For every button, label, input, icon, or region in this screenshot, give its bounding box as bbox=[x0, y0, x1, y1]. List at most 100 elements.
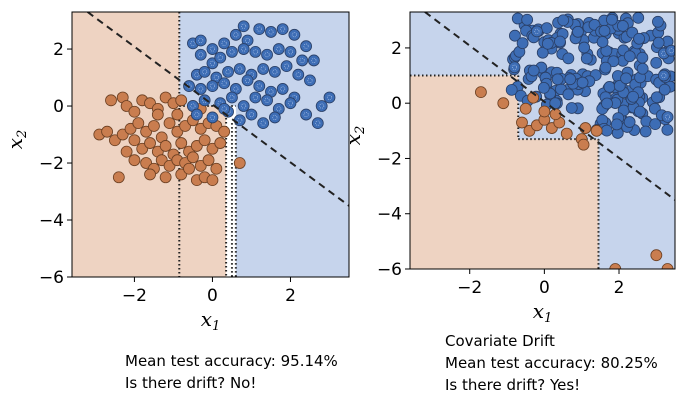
data-point-texture bbox=[190, 103, 196, 109]
data-point-class-1 bbox=[315, 100, 328, 112]
data-point-texture bbox=[299, 57, 305, 63]
data-point-texture bbox=[198, 52, 204, 58]
data-point-texture bbox=[217, 100, 223, 106]
x-tick-label: 2 bbox=[285, 286, 296, 306]
data-point-texture bbox=[221, 80, 227, 86]
decision-region-class-1 bbox=[410, 12, 675, 269]
data-point-class-0 bbox=[175, 94, 188, 107]
left-caption-accuracy: Mean test accuracy: 95.14% bbox=[125, 352, 338, 370]
data-point-class-1 bbox=[636, 51, 649, 64]
data-point-class-0 bbox=[214, 137, 227, 149]
data-point-class-1 bbox=[272, 43, 285, 55]
data-point-class-1 bbox=[226, 91, 238, 104]
data-point-class-1 bbox=[572, 25, 584, 38]
x-axis-label-subscript: 1 bbox=[544, 311, 552, 326]
data-point-texture bbox=[209, 60, 216, 66]
data-point-texture bbox=[221, 40, 227, 46]
data-point-texture bbox=[264, 97, 270, 103]
data-point-class-0 bbox=[650, 249, 663, 262]
data-point-class-1 bbox=[613, 79, 626, 92]
data-point-texture bbox=[319, 103, 325, 109]
data-point-texture bbox=[248, 72, 255, 78]
data-point-class-0 bbox=[105, 94, 117, 107]
data-point-class-1 bbox=[652, 36, 665, 49]
data-point-class-1 bbox=[564, 73, 577, 86]
data-point-class-1 bbox=[214, 51, 227, 64]
data-point-class-1 bbox=[661, 111, 674, 123]
y-axis-label-subscript: 2 bbox=[353, 126, 368, 135]
x-tick-label: 2 bbox=[614, 278, 625, 298]
data-point-texture bbox=[252, 94, 258, 101]
data-point-class-0 bbox=[101, 125, 114, 138]
data-point-class-1 bbox=[603, 81, 616, 93]
data-point-texture bbox=[198, 37, 204, 44]
data-point-texture bbox=[194, 112, 200, 118]
data-point-texture bbox=[272, 114, 278, 120]
data-point-class-0 bbox=[128, 105, 141, 118]
data-point-class-0 bbox=[519, 102, 532, 115]
data-point-texture bbox=[303, 43, 309, 49]
data-point-texture bbox=[315, 120, 321, 126]
data-point-texture bbox=[256, 83, 262, 89]
data-point-class-0 bbox=[609, 263, 622, 269]
data-point-class-1 bbox=[623, 50, 636, 63]
data-point-class-1 bbox=[300, 40, 312, 53]
data-point-class-1 bbox=[536, 46, 549, 59]
data-point-class-1 bbox=[300, 108, 312, 121]
data-point-class-1 bbox=[632, 12, 645, 24]
data-point-class-1 bbox=[527, 64, 540, 77]
data-point-class-1 bbox=[249, 45, 262, 58]
data-point-class-1 bbox=[206, 111, 219, 124]
y-tick-label: 0 bbox=[53, 97, 64, 117]
data-point-texture bbox=[245, 77, 251, 83]
data-point-class-0 bbox=[206, 174, 219, 187]
data-point-class-0 bbox=[661, 263, 674, 269]
data-point-class-1 bbox=[194, 48, 207, 61]
data-point-class-1 bbox=[218, 77, 231, 90]
plot-frame bbox=[71, 11, 350, 278]
data-point-class-1 bbox=[620, 72, 632, 85]
data-point-texture bbox=[241, 46, 247, 52]
x-axis-label-subscript: 1 bbox=[212, 319, 220, 334]
data-point-class-1 bbox=[253, 80, 266, 92]
data-point-class-1 bbox=[578, 41, 591, 54]
data-point-class-0 bbox=[579, 122, 592, 134]
data-point-class-1 bbox=[537, 81, 550, 94]
data-point-class-1 bbox=[610, 118, 623, 131]
data-point-class-0 bbox=[132, 117, 145, 130]
data-point-class-1 bbox=[627, 90, 639, 103]
data-point-class-1 bbox=[194, 34, 207, 47]
data-point-class-1 bbox=[580, 52, 593, 65]
y-tick-label: −4 bbox=[377, 205, 402, 225]
data-point-texture bbox=[280, 26, 286, 32]
data-point-class-1 bbox=[505, 83, 518, 96]
data-point-class-1 bbox=[634, 105, 646, 118]
data-point-class-1 bbox=[292, 68, 305, 81]
x-axis-label: x1 bbox=[201, 307, 221, 334]
decision-region-class-0 bbox=[410, 75, 599, 269]
data-point-class-1 bbox=[541, 37, 554, 50]
data-point-texture bbox=[245, 37, 251, 44]
data-point-class-1 bbox=[562, 88, 575, 101]
y-axis-label-subscript: 2 bbox=[15, 130, 30, 139]
data-point-class-1 bbox=[296, 54, 309, 67]
y-tick-label: 2 bbox=[391, 39, 402, 59]
data-point-class-0 bbox=[183, 162, 195, 175]
data-point-texture bbox=[217, 55, 223, 61]
data-point-class-1 bbox=[245, 108, 258, 121]
data-point-class-1 bbox=[288, 28, 301, 41]
data-point-class-1 bbox=[222, 65, 234, 78]
data-point-class-1 bbox=[652, 15, 664, 28]
data-point-class-1 bbox=[311, 117, 324, 130]
data-point-class-1 bbox=[649, 118, 662, 131]
data-point-class-1 bbox=[562, 52, 575, 65]
data-point-class-0 bbox=[144, 137, 156, 149]
right-caption-title: Covariate Drift bbox=[445, 332, 555, 350]
data-point-class-1 bbox=[257, 117, 270, 130]
data-point-class-0 bbox=[171, 108, 184, 121]
data-point-texture bbox=[661, 50, 667, 57]
data-point-texture bbox=[237, 117, 243, 123]
data-point-texture bbox=[194, 72, 200, 78]
data-point-class-1 bbox=[261, 48, 273, 61]
